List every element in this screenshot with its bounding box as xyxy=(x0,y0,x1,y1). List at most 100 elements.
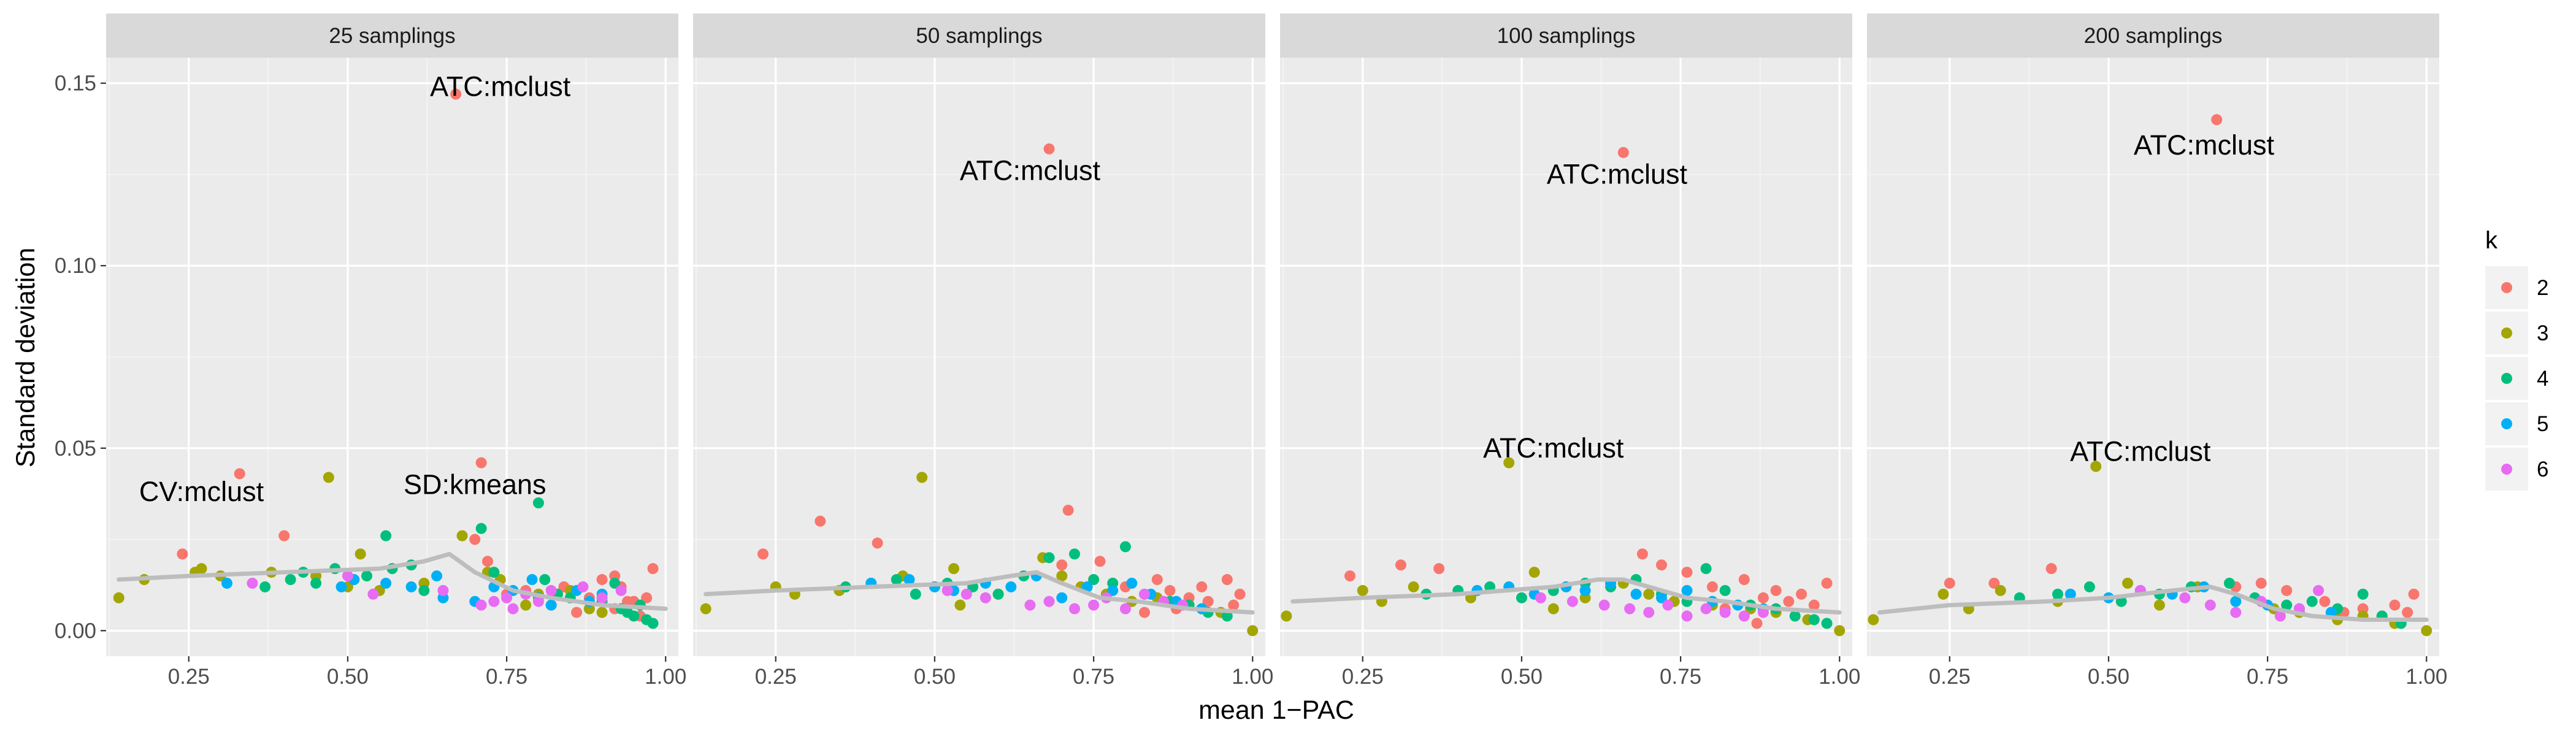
data-point-k6 xyxy=(1119,603,1131,615)
data-point-k5 xyxy=(1579,584,1591,596)
data-point-k2 xyxy=(1221,574,1233,586)
data-point-k2 xyxy=(475,457,487,469)
data-point-k6 xyxy=(941,584,953,596)
legend-label: 3 xyxy=(2537,321,2548,345)
data-point-k6 xyxy=(577,581,589,592)
data-point-k6 xyxy=(1624,603,1636,615)
legend-item-k2: 2 xyxy=(2485,266,2548,309)
data-point-k4 xyxy=(532,497,544,509)
x-tick-label: 0.50 xyxy=(1501,665,1543,689)
data-point-k3 xyxy=(1995,584,2006,596)
data-point-k6 xyxy=(2313,584,2325,596)
data-point-k2 xyxy=(1706,581,1718,592)
x-tick-label: 0.75 xyxy=(1073,665,1114,689)
data-point-k3 xyxy=(1281,610,1292,622)
data-point-k2 xyxy=(815,515,826,527)
data-point-k2 xyxy=(1751,618,1763,629)
data-point-k4 xyxy=(1789,610,1801,622)
facet-panel: 200 samplings 0.25 0.50 0.75 1.00 ATC:mclust A… xyxy=(1867,13,2447,689)
data-point-k5 xyxy=(221,577,232,589)
data-point-k2 xyxy=(647,563,659,575)
data-point-k2 xyxy=(2389,599,2401,611)
data-point-k3 xyxy=(1547,603,1559,615)
data-point-k3 xyxy=(456,530,468,542)
data-point-k6 xyxy=(1069,603,1080,615)
y-tick-label: 0.10 xyxy=(55,254,96,278)
annotation-label: SD:kmeans xyxy=(404,469,546,500)
data-point-k6 xyxy=(2204,599,2216,611)
data-point-k3 xyxy=(2421,625,2432,637)
annotation-label: ATC:mclust xyxy=(430,71,571,102)
legend-swatch xyxy=(2501,418,2512,429)
data-point-k2 xyxy=(641,592,653,603)
data-point-k6 xyxy=(2179,592,2191,603)
facet-panel: 100 samplings 0.25 0.50 0.75 1.00 ATC:mclust A… xyxy=(1280,13,1860,689)
data-point-k4 xyxy=(488,567,500,578)
data-point-k3 xyxy=(1056,570,1068,582)
data-point-k2 xyxy=(234,468,245,480)
facet-strip-label: 200 samplings xyxy=(2084,24,2223,48)
data-point-k4 xyxy=(1719,584,1731,596)
data-point-k4 xyxy=(380,530,392,542)
data-point-k6 xyxy=(1700,603,1712,615)
data-point-k3 xyxy=(1503,457,1515,469)
x-tick-label: 0.25 xyxy=(755,665,797,689)
data-point-k5 xyxy=(2230,595,2242,607)
gridlines xyxy=(1867,58,2439,656)
data-point-k2 xyxy=(596,574,608,586)
data-point-k2 xyxy=(1202,595,1214,607)
data-point-k2 xyxy=(1808,599,1820,611)
facet-strip-label: 25 samplings xyxy=(329,24,455,48)
data-point-k2 xyxy=(2211,114,2223,126)
legend-swatch xyxy=(2501,282,2512,293)
x-tick-label: 1.00 xyxy=(1232,665,1273,689)
facet-strip-label: 50 samplings xyxy=(916,24,1042,48)
data-point-k2 xyxy=(1636,548,1648,560)
data-point-k6 xyxy=(979,592,991,603)
facet-strip xyxy=(1280,13,1852,58)
data-point-k2 xyxy=(1139,607,1151,618)
data-point-k2 xyxy=(278,530,290,542)
x-tick-label: 0.75 xyxy=(486,665,527,689)
data-point-k4 xyxy=(539,574,551,586)
data-point-k5 xyxy=(903,574,915,586)
smooth-trend-line xyxy=(1877,584,2429,622)
data-point-k4 xyxy=(285,574,296,586)
data-point-k6 xyxy=(2230,607,2242,618)
data-point-k3 xyxy=(1643,588,1655,600)
legend-item-k6: 6 xyxy=(2485,448,2548,491)
legend-item-k4: 4 xyxy=(2485,357,2548,400)
legend-label: 5 xyxy=(2537,412,2548,436)
data-point-k2 xyxy=(1196,581,1208,592)
data-point-k5 xyxy=(1056,592,1068,603)
data-point-k5 xyxy=(1656,592,1667,603)
annotation-label: ATC:mclust xyxy=(960,155,1101,186)
data-point-k5 xyxy=(335,581,347,592)
data-point-k2 xyxy=(469,534,481,545)
data-point-k6 xyxy=(501,592,513,603)
legend-swatch xyxy=(2501,327,2512,339)
data-point-k6 xyxy=(437,584,449,596)
data-point-k4 xyxy=(1088,574,1100,586)
annotation-label: ATC:mclust xyxy=(1547,158,1688,190)
facet-strip xyxy=(106,13,678,58)
data-point-k3 xyxy=(1938,588,1949,600)
data-point-k2 xyxy=(177,548,188,560)
data-point-k6 xyxy=(1719,607,1731,618)
data-point-k2 xyxy=(1757,592,1769,603)
data-point-k4 xyxy=(891,574,902,586)
data-point-k2 xyxy=(1043,143,1055,155)
data-point-k6 xyxy=(1139,588,1151,600)
data-point-k5 xyxy=(1107,584,1119,596)
legend-label: 6 xyxy=(2537,458,2548,481)
data-point-k4 xyxy=(418,584,430,596)
data-point-k2 xyxy=(1062,504,1074,516)
data-point-k4 xyxy=(2083,581,2095,592)
data-point-k6 xyxy=(507,603,519,615)
data-point-k5 xyxy=(1681,584,1693,596)
legend-swatch xyxy=(2501,464,2512,475)
data-point-k2 xyxy=(1617,147,1629,158)
data-point-k2 xyxy=(1944,577,1955,589)
